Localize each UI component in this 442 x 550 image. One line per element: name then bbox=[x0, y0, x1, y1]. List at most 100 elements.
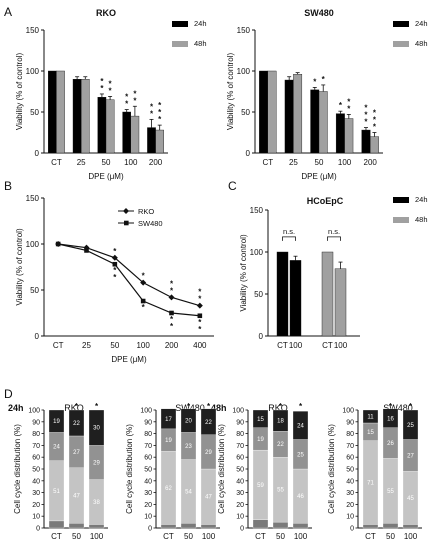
panel-d-segment-label: 71 bbox=[367, 481, 374, 487]
panel-d-segment bbox=[272, 409, 289, 432]
panel-d-segment-label: 19 bbox=[53, 419, 60, 425]
panel-d-x-tick-label: CT bbox=[255, 532, 266, 541]
panel-d-segment-label: 24 bbox=[297, 423, 304, 429]
panel-d-tick-label: 10 bbox=[346, 514, 354, 521]
panel-b-point-sw480 bbox=[169, 310, 174, 316]
panel-a-rko-significance-mark: * * bbox=[109, 79, 113, 95]
panel-b-legend-label: SW480 bbox=[138, 219, 163, 228]
panel-d-tick-label: 20 bbox=[144, 502, 152, 509]
panel-a-rko-x-tick-label: 50 bbox=[102, 158, 111, 167]
panel-d-segment-label: 15 bbox=[257, 417, 264, 423]
panel-a-rko-bar bbox=[105, 99, 115, 154]
panel-d-tick-label: 80 bbox=[144, 431, 152, 438]
panel-d-segment-label: 25 bbox=[407, 423, 414, 429]
panel-d-tick-label: 40 bbox=[32, 478, 40, 485]
panel-d-segment-label: 22 bbox=[277, 442, 284, 448]
panel-d-segment bbox=[160, 524, 177, 529]
panel-b-point-sw480 bbox=[197, 313, 203, 319]
panel-d-cell-label: SW480 bbox=[383, 403, 413, 413]
panel-d-tick-label: 0 bbox=[240, 526, 244, 533]
panel-a-sw480-x-tick-label: 50 bbox=[315, 158, 324, 167]
panel-d-tick-label: 20 bbox=[236, 502, 244, 509]
panel-b-point-rko bbox=[168, 294, 175, 301]
panel-c-y-tick-label: 100 bbox=[250, 248, 264, 257]
panel-d-segment bbox=[252, 409, 269, 428]
panel-a-rko-legend-24h-swatch bbox=[172, 21, 188, 27]
panel-b-x-tick-label: 50 bbox=[110, 341, 119, 350]
panel-d-tick-label: 90 bbox=[144, 419, 152, 426]
panel-a-sw480-significance-mark: * bbox=[339, 101, 343, 110]
panel-b-x-tick-label: 100 bbox=[136, 341, 150, 350]
panel-d-y-axis-label: Cell cycle distribution (%) bbox=[217, 424, 226, 514]
panel-b-point-sw480 bbox=[140, 298, 146, 304]
panel-d-segment bbox=[402, 524, 419, 529]
panel-a-sw480-x-tick-label: CT bbox=[262, 158, 273, 167]
panel-a-sw480-bar bbox=[267, 70, 277, 154]
panel-d-x-tick-label: 100 bbox=[294, 532, 308, 541]
panel-b-x-tick-label: 200 bbox=[165, 341, 179, 350]
panel-d-segment bbox=[382, 408, 399, 428]
panel-a-sw480-x-tick-label: 100 bbox=[338, 158, 352, 167]
panel-d-segment-label: 27 bbox=[407, 453, 414, 459]
panel-a-rko-x-tick-label: 200 bbox=[149, 158, 163, 167]
panel-d-tick-label: 90 bbox=[32, 419, 40, 426]
panel-d-segment-label: 54 bbox=[185, 489, 192, 495]
panel-a-rko-x-tick-label: 25 bbox=[77, 158, 86, 167]
panel-d-segment-label: 27 bbox=[73, 450, 80, 456]
panel-d-significance-mark: * bbox=[187, 402, 191, 411]
panel-d-segment bbox=[252, 519, 269, 529]
panel-b-y-tick-label: 150 bbox=[26, 194, 40, 203]
panel-d-segment bbox=[88, 524, 105, 529]
panel-a-sw480-legend-48h-swatch bbox=[393, 41, 409, 47]
panel-d-segment bbox=[48, 409, 65, 433]
panel-d-tick-label: 10 bbox=[144, 514, 152, 521]
panel-a-rko-x-tick-label: CT bbox=[51, 158, 62, 167]
panel-letter-a: A bbox=[4, 5, 12, 19]
panel-a-rko-legend-48h-label: 48h bbox=[194, 39, 207, 48]
panel-c-bar bbox=[321, 251, 334, 337]
panel-a-rko-significance-mark: * * bbox=[125, 93, 129, 109]
panel-d-segment bbox=[68, 409, 85, 437]
panel-d-tick-label: 100 bbox=[232, 408, 244, 415]
panel-a-sw480-bar bbox=[310, 89, 320, 154]
panel-a-sw480-x-tick-label: 25 bbox=[289, 158, 298, 167]
panel-d-tick-label: 100 bbox=[342, 408, 354, 415]
panel-d-tick-label: 30 bbox=[236, 490, 244, 497]
panel-a-sw480-significance-mark: * * * bbox=[364, 104, 368, 127]
panel-c-legend-24h-label: 24h bbox=[415, 195, 428, 204]
panel-a-sw480-y-tick-label: 50 bbox=[241, 108, 250, 117]
panel-a-rko-bar bbox=[97, 97, 107, 154]
panel-d-segment bbox=[160, 408, 177, 430]
panel-d-segment-label: 22 bbox=[73, 421, 80, 427]
panel-d-segment-label: 38 bbox=[93, 500, 100, 506]
panel-d-segment-label: 47 bbox=[205, 495, 212, 501]
panel-a-rko-x-tick-label: 100 bbox=[124, 158, 138, 167]
panel-a-sw480-bar bbox=[335, 113, 345, 154]
panel-b-significance-mark: * bbox=[142, 303, 146, 312]
panel-c-bracket bbox=[282, 236, 296, 241]
panel-c-y-tick-label: 150 bbox=[250, 206, 264, 215]
panel-a-rko-bar bbox=[147, 127, 156, 154]
panel-d-x-tick-label: 100 bbox=[404, 532, 418, 541]
panel-a-sw480-bar bbox=[370, 136, 379, 154]
panel-b-legend-label: RKO bbox=[138, 207, 154, 216]
panel-c-bar bbox=[276, 251, 289, 337]
panel-a-sw480-y-tick-label: 100 bbox=[237, 67, 251, 76]
panel-d-x-tick-label: 50 bbox=[386, 532, 395, 541]
panel-d-segment-label: 22 bbox=[205, 420, 212, 426]
panel-b-significance-mark: * * bbox=[113, 266, 117, 282]
panel-a-rko-significance-mark: * * bbox=[150, 102, 154, 118]
panel-a-rko-bar bbox=[122, 111, 131, 154]
panel-a-sw480-bar bbox=[293, 74, 303, 154]
panel-c-y-tick-label: 50 bbox=[254, 290, 263, 299]
panel-d-tick-label: 70 bbox=[236, 443, 244, 450]
panel-c-bar bbox=[289, 260, 302, 337]
panel-a-rko-bar bbox=[72, 78, 82, 154]
panel-d-y-axis-label: Cell cycle distribution (%) bbox=[13, 424, 22, 514]
panel-c-legend-48h-label: 48h bbox=[415, 215, 428, 224]
panel-d-tick-label: 20 bbox=[32, 502, 40, 509]
panel-a-sw480-significance-mark: * * bbox=[347, 97, 351, 113]
panel-d-segment-label: 62 bbox=[165, 486, 172, 492]
panel-b-y-tick-label: 0 bbox=[35, 332, 40, 341]
panel-b-significance-mark: * bbox=[142, 272, 146, 281]
